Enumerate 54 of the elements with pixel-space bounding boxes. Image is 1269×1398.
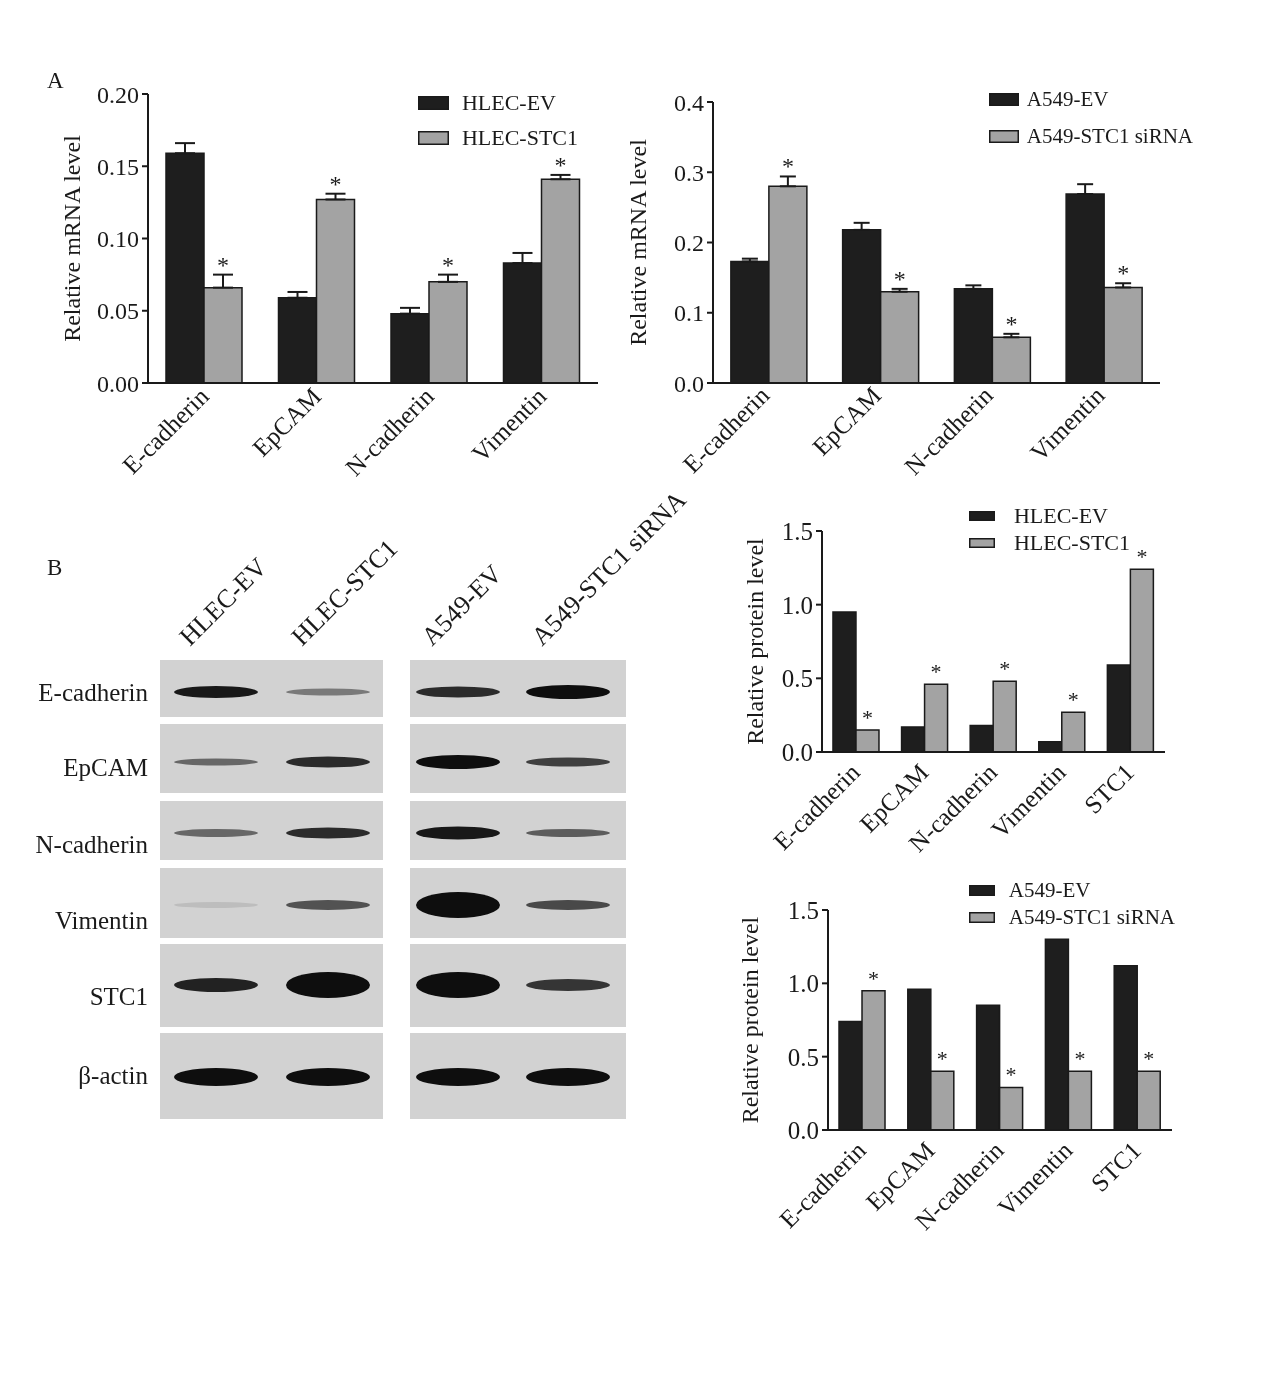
y-tick-label: 0.05 (97, 298, 139, 325)
y-tick-label: 1.5 (787, 896, 819, 924)
y-tick-label: 0.0 (787, 1116, 819, 1144)
y-tick-label: 1.0 (781, 591, 813, 619)
data-label: * (868, 965, 880, 991)
text: A (47, 68, 64, 94)
category-label: Vimentin (55, 906, 148, 934)
data-label: * (1143, 1046, 1155, 1072)
data-label: * (1074, 1046, 1086, 1072)
legend-label: A549-EV (1026, 87, 1109, 112)
y-tick-label: 0.1 (674, 300, 704, 327)
y-tick-label: 0.20 (97, 81, 139, 108)
data-label: * (999, 656, 1011, 682)
y-axis-title: Relative protein level (737, 916, 763, 1124)
y-axis-title: Relative mRNA level (625, 138, 651, 346)
data-label: * (329, 170, 342, 197)
text: B (47, 555, 63, 581)
category-label: STC1 (89, 982, 148, 1010)
y-tick-label: 0.00 (97, 370, 139, 397)
data-label: * (217, 251, 229, 278)
data-label: * (442, 251, 454, 278)
legend-label: HLEC-EV (461, 89, 556, 116)
data-label: * (861, 704, 873, 730)
legend-label: HLEC-STC1 (1013, 529, 1130, 556)
category-label: E-cadherin (38, 678, 148, 706)
data-label: * (1005, 1062, 1017, 1088)
legend-label: A549-STC1 siRNA (1026, 124, 1193, 149)
y-tick-label: 1.0 (787, 970, 819, 998)
data-label: * (936, 1046, 948, 1072)
data-label: * (1117, 260, 1130, 287)
legend-label: A549-EV (1008, 878, 1091, 903)
y-tick-label: 0.4 (674, 89, 704, 116)
y-tick-label: 0.15 (97, 153, 139, 180)
data-label: * (930, 659, 942, 685)
y-tick-label: 0.5 (787, 1043, 819, 1071)
y-tick-label: 0.0 (674, 370, 704, 397)
category-label: β-actin (78, 1061, 148, 1089)
data-label: * (781, 153, 794, 180)
legend-label: HLEC-EV (1013, 502, 1108, 529)
data-label: * (893, 265, 906, 292)
y-tick-label: 0.0 (781, 738, 813, 766)
y-axis-title: Relative mRNA level (59, 134, 85, 342)
data-label: * (1067, 687, 1079, 713)
y-axis-title: Relative protein level (742, 537, 768, 745)
data-label: * (1005, 310, 1018, 337)
y-tick-label: 0.10 (97, 226, 139, 253)
legend-label: HLEC-STC1 (461, 124, 578, 151)
data-label: * (1136, 544, 1148, 570)
data-label: * (554, 151, 567, 178)
y-tick-label: 0.2 (674, 230, 704, 257)
y-tick-label: 0.3 (674, 159, 704, 186)
y-tick-label: 1.5 (781, 517, 813, 545)
legend-label: A549-STC1 siRNA (1008, 905, 1175, 930)
y-tick-label: 0.5 (781, 665, 813, 693)
